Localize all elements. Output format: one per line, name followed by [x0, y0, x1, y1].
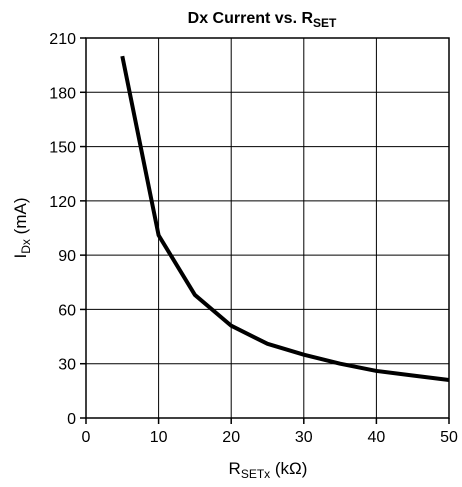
- x-tick-label: 10: [150, 429, 168, 446]
- x-axis: 0 10 20 30 40 50: [82, 418, 458, 446]
- x-tick-label: 0: [82, 429, 91, 446]
- y-axis: 0 30 60 90 120 150 180 210: [49, 31, 86, 428]
- y-tick-label: 120: [49, 194, 76, 211]
- x-tick-label: 50: [440, 429, 458, 446]
- y-tick-label: 60: [58, 302, 76, 319]
- x-tick-label: 30: [295, 429, 313, 446]
- series-line: [120, 55, 450, 382]
- y-tick-label: 150: [49, 140, 76, 157]
- y-axis-title: IDx (mA): [11, 198, 33, 259]
- x-tick-label: 20: [222, 429, 240, 446]
- y-tick-label: 90: [58, 248, 76, 265]
- grid: [85, 37, 450, 419]
- x-axis-title: RSETx (kΩ): [229, 459, 308, 481]
- x-tick-label: 40: [368, 429, 386, 446]
- y-tick-label: 30: [58, 357, 76, 374]
- y-tick-label: 180: [49, 85, 76, 102]
- chart-title: Dx Current vs. RSET: [188, 10, 337, 30]
- y-tick-label: 0: [67, 411, 76, 428]
- series-layer: [120, 55, 450, 382]
- y-tick-label: 210: [49, 31, 76, 48]
- plot-area-frame: [85, 37, 450, 419]
